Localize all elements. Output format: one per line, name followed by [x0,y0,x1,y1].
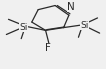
Text: Si: Si [81,21,89,30]
Text: N: N [67,2,75,12]
Text: F: F [45,43,51,53]
Text: Si: Si [19,23,28,32]
